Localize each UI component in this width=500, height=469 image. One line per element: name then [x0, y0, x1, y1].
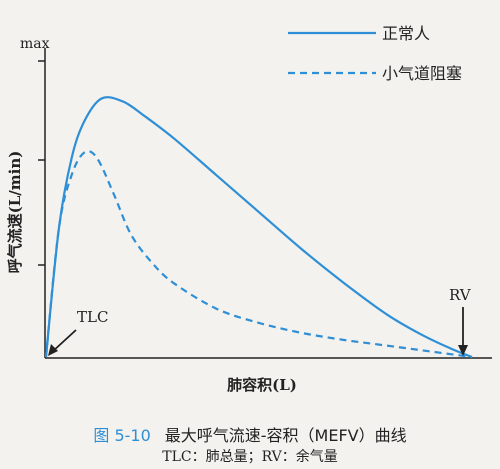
- figure-title: 最大呼气流速-容积（MEFV）曲线: [164, 426, 407, 445]
- y-max-label: max: [20, 36, 50, 52]
- legend-label-obstruction: 小气道阻塞: [382, 64, 462, 83]
- annotation-rv-arrowhead: [458, 345, 468, 356]
- figure-number: 图 5-10: [93, 426, 151, 445]
- x-axis-label: 肺容积(L): [227, 376, 297, 394]
- legend: 正常人 小气道阻塞: [288, 24, 462, 83]
- figure-note: TLC：肺总量；RV：余气量: [162, 449, 338, 465]
- legend-label-normal: 正常人: [382, 24, 430, 43]
- annotation-tlc-arrow: [51, 329, 77, 353]
- annotation-tlc-arrowhead: [48, 344, 58, 356]
- series-line-small-airway-obstruction: [44, 150, 473, 359]
- annotation-tlc: TLC: [77, 308, 108, 326]
- series-line-normal: [44, 96, 473, 359]
- y-axis-label: 呼气流速(L/min): [6, 151, 24, 274]
- annotation-rv: RV: [449, 286, 472, 304]
- figure-caption: 图 5-10 最大呼气流速-容积（MEFV）曲线: [0, 422, 500, 446]
